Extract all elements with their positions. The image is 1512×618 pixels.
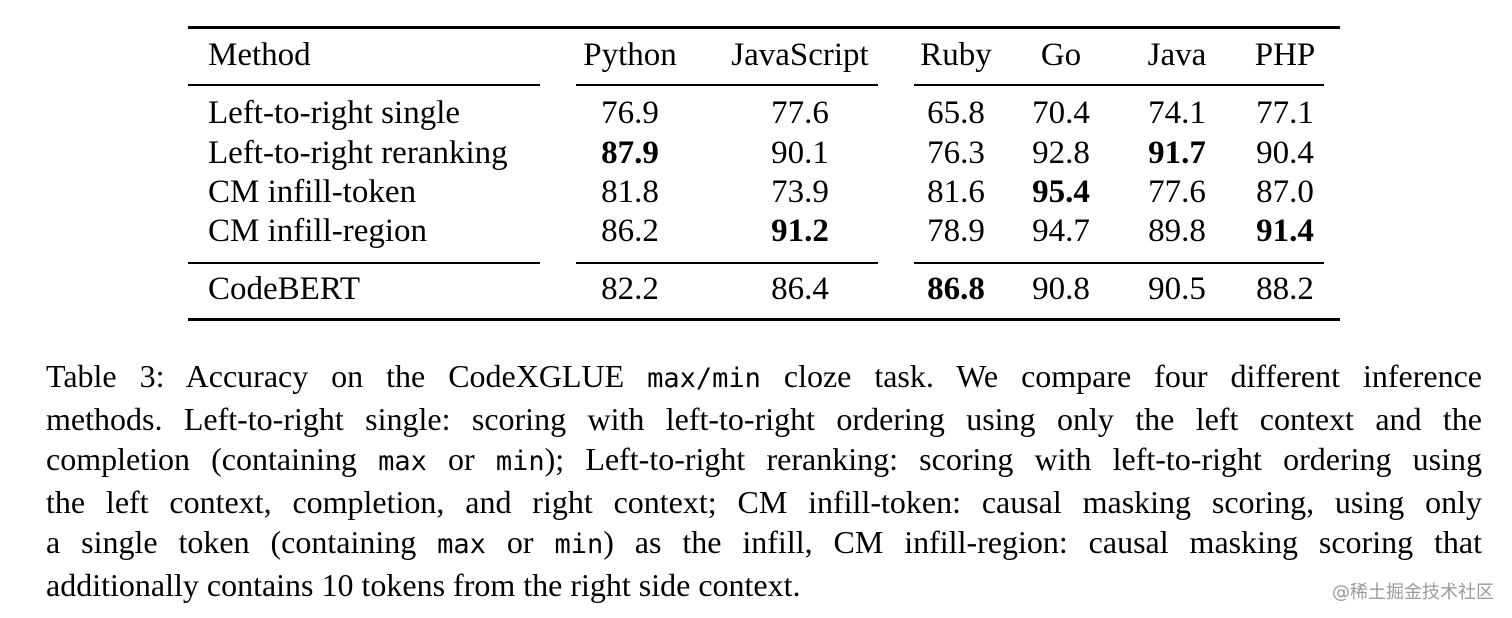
row-label: CodeBERT — [208, 271, 361, 307]
header-rule-others — [914, 84, 1324, 86]
code-min: min — [495, 446, 545, 477]
column-header: JavaScript — [731, 37, 869, 73]
bottom-rule — [188, 318, 1340, 321]
table-cell: 90.4 — [1256, 135, 1314, 171]
table-cell: 74.1 — [1148, 95, 1206, 131]
caption-line-4: the left context, completion, and right … — [46, 484, 1482, 520]
caption-line-1: Table 3: Accuracy on the CodeXGLUE max/m… — [46, 358, 1483, 394]
header-rule-python-js — [576, 84, 878, 86]
table-cell: 95.4 — [1032, 174, 1090, 210]
table-cell: 86.4 — [771, 271, 829, 307]
column-header: PHP — [1254, 37, 1316, 73]
header-rule-method — [188, 84, 540, 86]
column-header: Method — [208, 37, 311, 73]
table-cell: 77.1 — [1256, 95, 1314, 131]
table-cell: 94.7 — [1032, 213, 1090, 249]
code-max-min: max/min — [647, 363, 761, 394]
column-header: Ruby — [920, 37, 992, 73]
table-cell: 81.8 — [601, 174, 659, 210]
table-caption: Table 3: Accuracy on the CodeXGLUE max/m… — [46, 356, 1482, 605]
code-max: max — [437, 529, 486, 560]
mid-rule-others — [914, 262, 1324, 264]
table-cell: 90.1 — [771, 135, 829, 171]
mid-rule-method — [188, 262, 540, 264]
code-min: min — [554, 529, 604, 560]
table-cell: 91.4 — [1256, 213, 1314, 249]
table-cell: 90.8 — [1032, 271, 1090, 307]
code-max: max — [378, 446, 427, 477]
row-label: Left-to-right reranking — [208, 135, 508, 171]
table-cell: 73.9 — [771, 174, 829, 210]
table-cell: 76.3 — [927, 135, 985, 171]
table-cell: 70.4 — [1032, 95, 1090, 131]
table-cell: 76.9 — [601, 95, 659, 131]
caption-line-2: methods. Left-to-right single: scoring w… — [46, 401, 1482, 437]
table-cell: 78.9 — [927, 213, 985, 249]
table-cell: 65.8 — [927, 95, 985, 131]
table-cell: 92.8 — [1032, 135, 1090, 171]
table-cell: 87.9 — [601, 135, 659, 171]
row-label: Left-to-right single — [208, 95, 461, 131]
table-cell: 77.6 — [771, 95, 829, 131]
row-label: CM infill-token — [208, 174, 417, 210]
column-header: Go — [1040, 37, 1082, 73]
top-rule — [188, 26, 1340, 29]
table-cell: 86.2 — [601, 213, 659, 249]
table-cell: 77.6 — [1148, 174, 1206, 210]
row-label: CM infill-region — [208, 213, 428, 249]
watermark: @稀土掘金技术社区 — [1332, 582, 1494, 603]
mid-rule-python-js — [576, 262, 878, 264]
table-cell: 90.5 — [1148, 271, 1206, 307]
caption-line-6: additionally contains 10 tokens from the… — [46, 567, 801, 603]
table-cell: 91.7 — [1148, 135, 1206, 171]
caption-line-5: a single token (containing max or min) a… — [46, 524, 1483, 560]
table-cell: 86.8 — [927, 271, 985, 307]
column-header: Python — [583, 37, 677, 73]
table-cell: 81.6 — [927, 174, 985, 210]
caption-line-3: completion (containing max or min); Left… — [46, 441, 1483, 477]
table-cell: 82.2 — [601, 271, 659, 307]
table-cell: 89.8 — [1148, 213, 1206, 249]
table-cell: 88.2 — [1256, 271, 1314, 307]
table-cell: 87.0 — [1256, 174, 1314, 210]
table-cell: 91.2 — [771, 213, 829, 249]
column-header: Java — [1147, 37, 1207, 73]
